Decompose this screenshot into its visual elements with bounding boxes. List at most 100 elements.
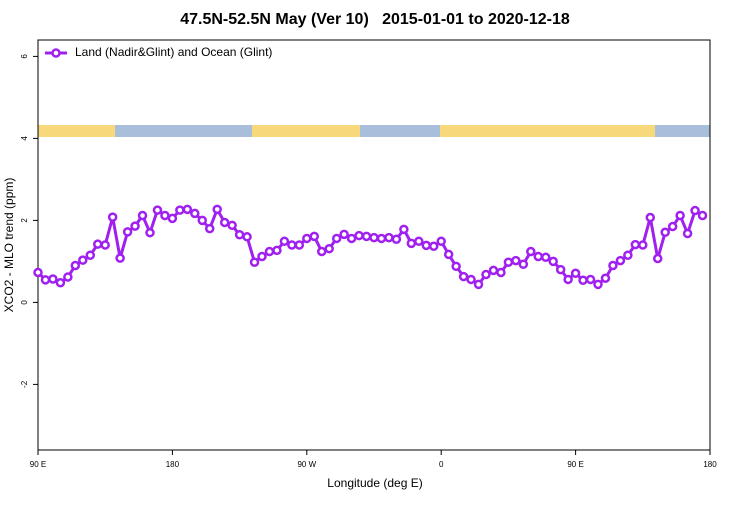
point <box>152 205 163 215</box>
point <box>212 204 222 215</box>
point <box>593 279 603 290</box>
point <box>585 274 596 285</box>
point <box>630 239 641 250</box>
point <box>436 236 446 247</box>
point <box>458 271 469 282</box>
point <box>227 220 237 231</box>
y-tick-label: 6 <box>20 54 29 59</box>
point <box>384 232 394 243</box>
point <box>600 273 611 283</box>
point <box>578 275 588 286</box>
chart-title: 47.5N-52.5N May (Ver 10) 2015-01-01 to 2… <box>180 11 570 28</box>
x-tick-label: 90 E <box>567 460 583 469</box>
point <box>294 240 305 250</box>
point <box>511 255 521 266</box>
point <box>137 210 148 221</box>
point <box>175 205 185 215</box>
point <box>526 246 536 257</box>
y-tick-label: 0 <box>20 300 29 305</box>
point <box>346 233 357 244</box>
point <box>339 229 349 240</box>
point <box>570 268 581 279</box>
point <box>391 234 402 245</box>
point <box>287 240 297 250</box>
point <box>615 255 626 266</box>
point <box>309 231 320 242</box>
point <box>533 251 544 262</box>
point <box>115 253 125 263</box>
point <box>473 279 484 290</box>
ocean-band <box>360 125 440 137</box>
y-tick-label: 2 <box>20 218 29 223</box>
point <box>563 274 573 285</box>
point <box>242 232 252 242</box>
point <box>316 246 327 257</box>
point <box>518 259 529 270</box>
point <box>466 274 476 285</box>
point <box>540 252 551 263</box>
point <box>234 230 245 240</box>
point <box>369 232 379 243</box>
point <box>264 246 275 257</box>
land-band <box>252 125 360 137</box>
point <box>361 231 372 242</box>
point <box>70 260 81 271</box>
point <box>167 213 178 224</box>
x-tick-label: 0 <box>439 460 444 469</box>
legend-label: Land (Nadir&Glint) and Ocean (Glint) <box>75 45 272 59</box>
point <box>638 240 648 250</box>
point <box>451 261 461 272</box>
point <box>182 204 193 215</box>
series-line <box>36 205 704 287</box>
point <box>660 227 670 238</box>
point <box>145 227 155 238</box>
point <box>302 233 312 244</box>
land-band <box>440 125 655 137</box>
point <box>219 217 230 228</box>
legend-marker <box>51 48 61 58</box>
ocean-band <box>655 125 710 137</box>
point <box>107 212 118 222</box>
y-tick-label: 4 <box>20 136 29 141</box>
point <box>488 265 499 276</box>
point <box>272 245 282 256</box>
x-tick-label: 180 <box>703 460 717 469</box>
point <box>682 228 693 239</box>
point <box>130 221 140 231</box>
point <box>197 215 208 226</box>
point <box>48 274 58 284</box>
point <box>279 236 290 247</box>
point <box>331 233 342 244</box>
point <box>249 257 260 267</box>
point <box>55 277 66 288</box>
point <box>443 249 454 260</box>
point <box>122 227 133 237</box>
point <box>652 253 663 264</box>
point <box>204 223 215 234</box>
point <box>92 239 103 249</box>
point <box>697 210 708 221</box>
point <box>406 238 417 249</box>
plot-frame <box>37 39 711 451</box>
x-tick-label: 180 <box>166 460 180 469</box>
point <box>675 210 685 221</box>
point <box>608 260 618 271</box>
point <box>33 267 43 278</box>
point <box>63 272 73 282</box>
point <box>414 236 424 247</box>
point <box>354 230 364 241</box>
point <box>40 275 51 285</box>
land-band <box>38 125 115 137</box>
x-axis-label: Longitude (deg E) <box>327 476 422 490</box>
point <box>376 233 387 244</box>
point <box>100 240 110 250</box>
point <box>481 269 491 280</box>
point <box>399 224 409 235</box>
point <box>324 243 334 254</box>
ocean-band <box>115 125 252 137</box>
land-ocean-strip <box>38 125 710 137</box>
point <box>548 256 558 267</box>
point <box>667 221 678 232</box>
point <box>690 205 700 216</box>
